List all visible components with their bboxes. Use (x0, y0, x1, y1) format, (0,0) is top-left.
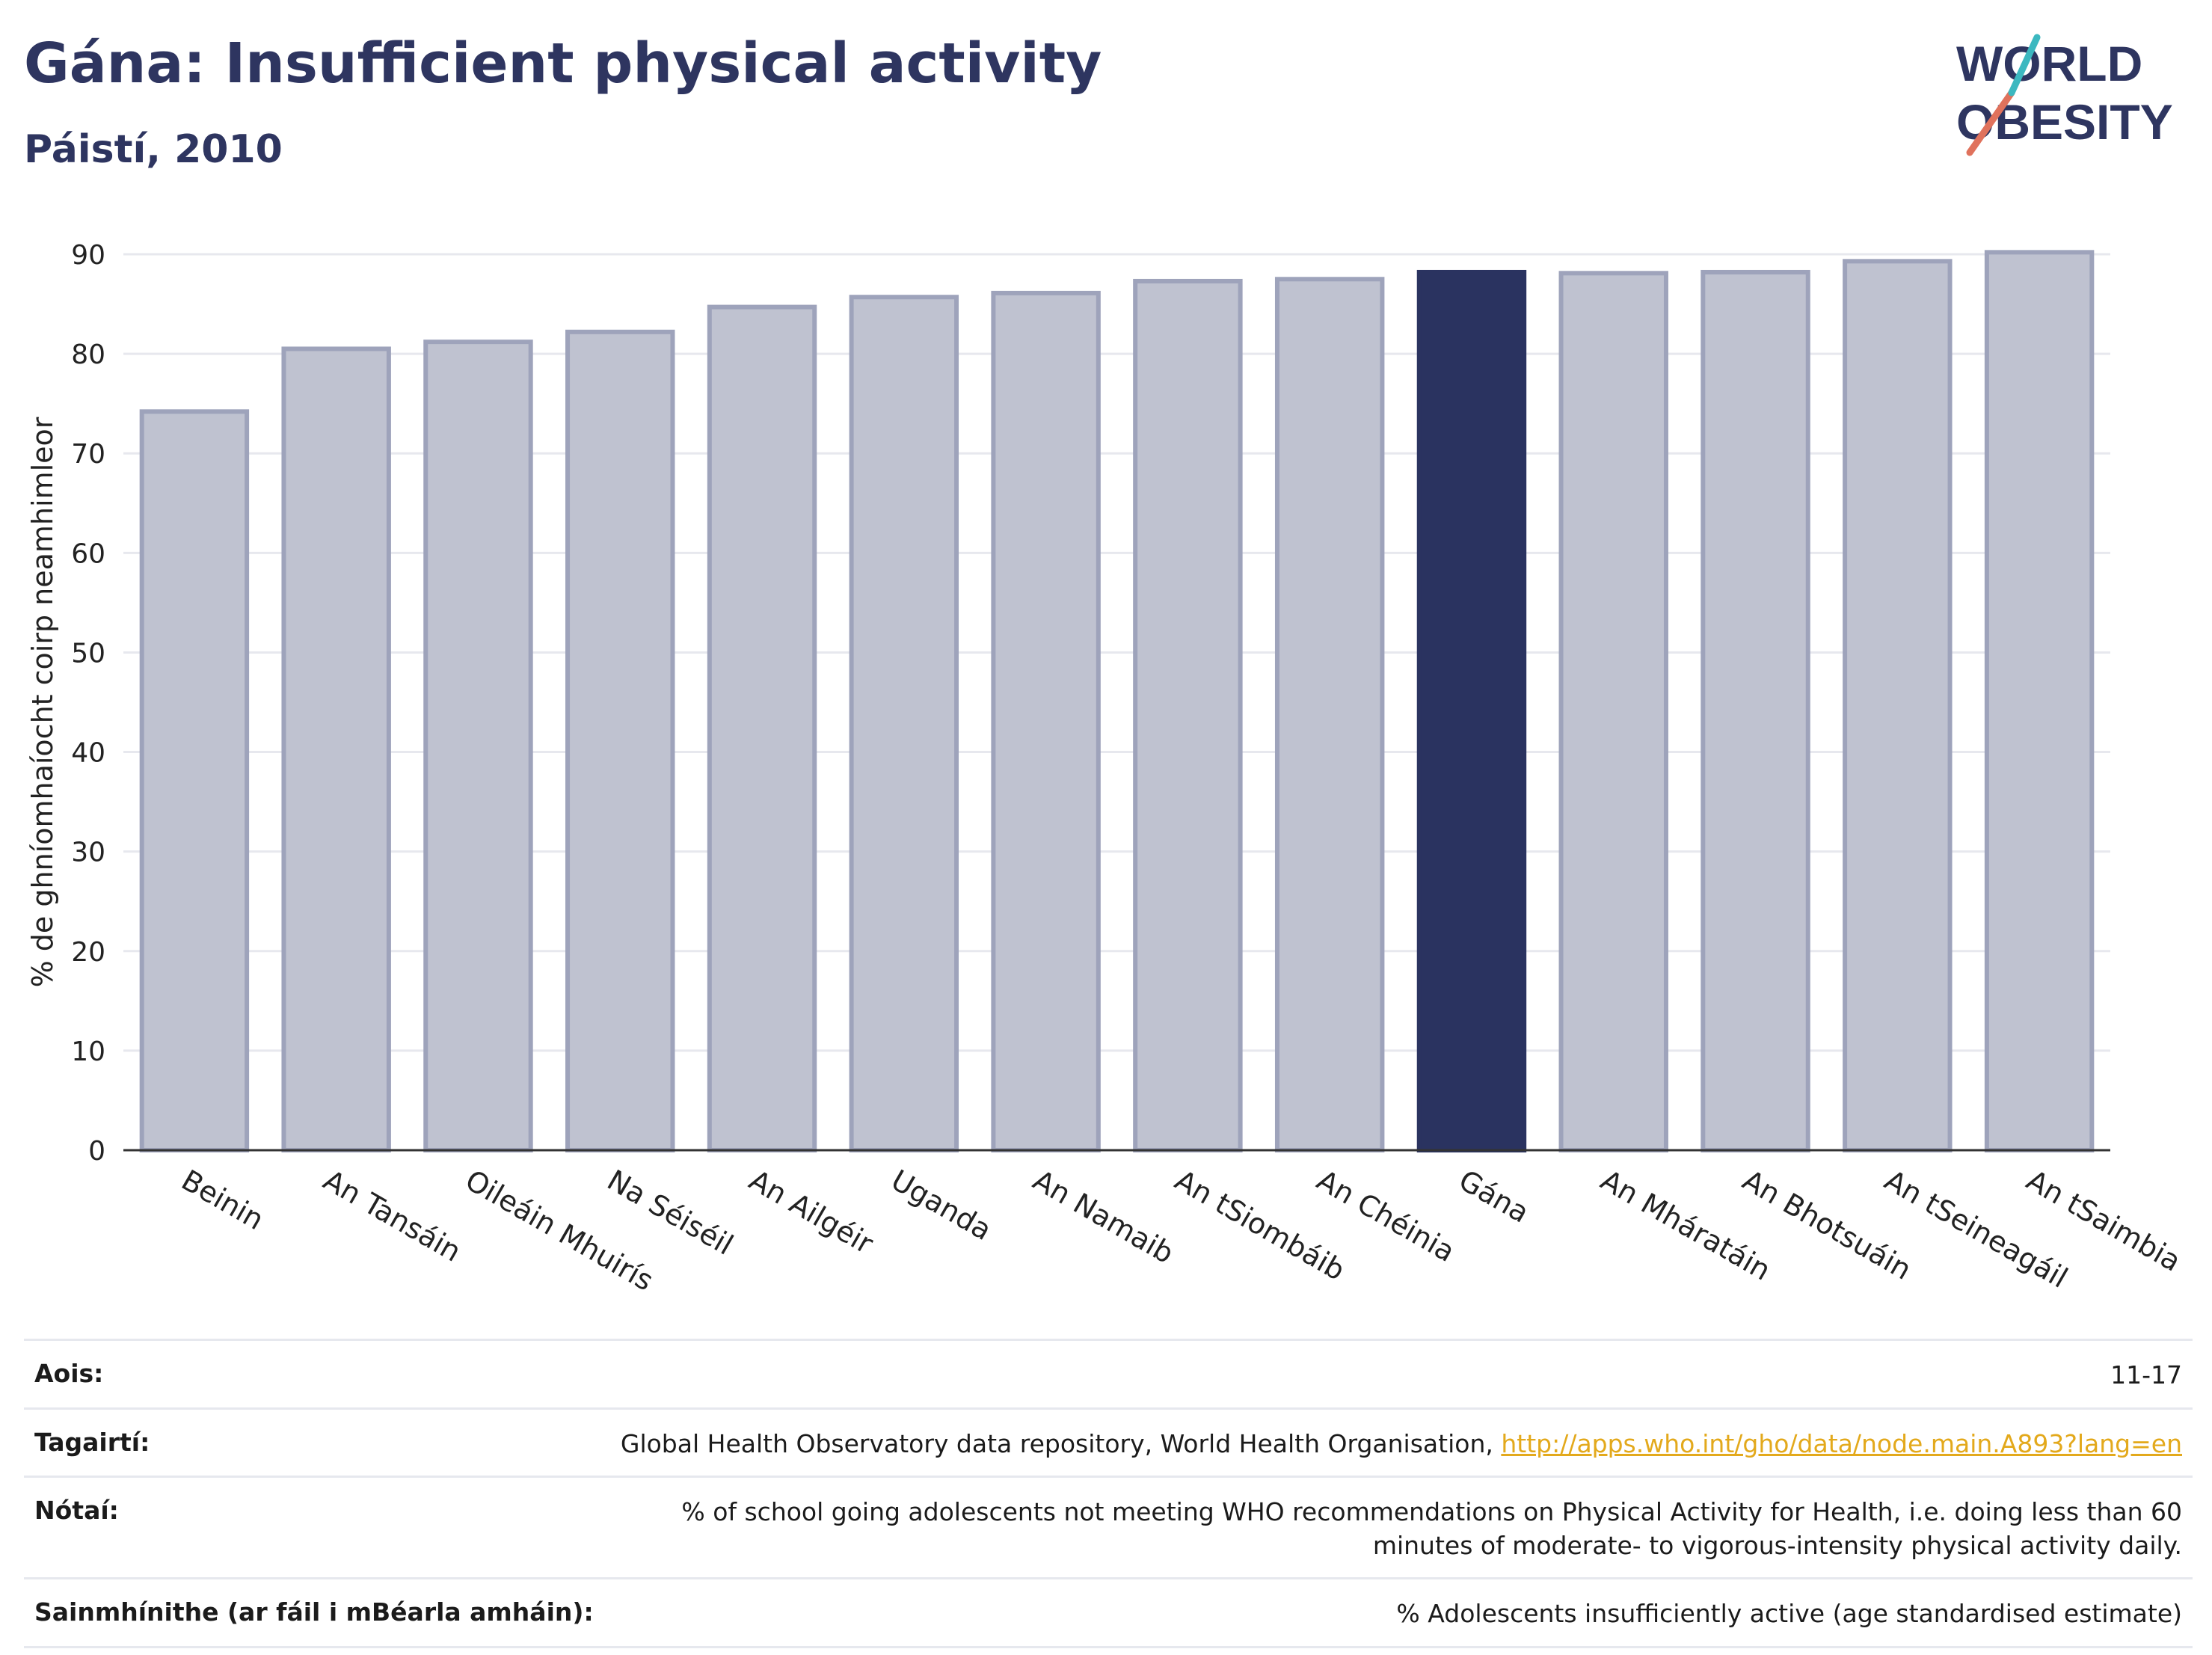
bar (281, 346, 391, 1152)
metadata-table: Aois: 11-17 Tagairtí: Global Health Obse… (24, 1339, 2193, 1648)
bar (1133, 278, 1243, 1153)
bar (139, 409, 250, 1152)
x-tick-label: Gána (1453, 1164, 1534, 1229)
meta-label: Nótaí: (34, 1496, 119, 1526)
meta-row-references: Tagairtí: Global Health Observatory data… (24, 1407, 2193, 1476)
svg-text:WORLD: WORLD (1956, 36, 2142, 91)
bar (1416, 269, 1527, 1153)
bar (1984, 250, 2095, 1153)
bar (1701, 269, 1810, 1153)
meta-value: % Adolescents insufficiently active (age… (1396, 1599, 2182, 1629)
meta-row-definitions: Sainmhínithe (ar fáil i mBéarla amháin):… (24, 1577, 2193, 1648)
x-tick-label: An Tansáin (318, 1164, 467, 1268)
meta-value: % of school going adolescents not meetin… (681, 1497, 2182, 1560)
y-tick-label: 30 (71, 838, 105, 868)
y-tick-label: 90 (71, 240, 105, 271)
x-tick-label: Uganda (885, 1164, 997, 1247)
bar (849, 295, 959, 1152)
y-tick-label: 0 (88, 1136, 105, 1167)
bar (565, 329, 675, 1152)
meta-value: Global Health Observatory data repositor… (621, 1428, 2182, 1461)
bar (423, 340, 533, 1152)
y-axis-label: % de ghníomhaíocht coirp neamhimleor (26, 417, 59, 987)
y-tick-label: 50 (71, 638, 105, 669)
y-tick-label: 40 (71, 738, 105, 769)
x-tick-label: Beinin (176, 1164, 269, 1236)
meta-row-age: Aois: 11-17 (24, 1339, 2193, 1407)
x-tick-label: An Namaib (1027, 1164, 1179, 1271)
y-tick-label: 70 (71, 439, 105, 470)
meta-label: Tagairtí: (34, 1427, 150, 1457)
x-tick-label: Na Séiséil (602, 1164, 739, 1262)
meta-row-notes: Nótaí: % of school going adolescents not… (24, 1476, 2193, 1577)
meta-value: 11-17 (2110, 1360, 2182, 1390)
y-tick-label: 10 (71, 1037, 105, 1067)
y-tick-label: 80 (71, 340, 105, 370)
bar-chart: 0 10 20 30 40 50 60 70 80 90 % de ghníomhaíocht co… (26, 240, 2187, 1298)
bar (1274, 277, 1385, 1152)
chart-subtitle: Páistí, 2010 (24, 127, 283, 172)
y-tick-label: 20 (71, 937, 105, 968)
bar (1558, 271, 1668, 1152)
x-tick-label: An Ailgéir (744, 1164, 879, 1261)
reference-link[interactable]: http://apps.who.int/gho/data/node.main.A… (1501, 1428, 2182, 1458)
chart-title: Gána: Insufficient physical activity (24, 31, 1102, 96)
bar (707, 304, 817, 1153)
meta-label: Aois: (34, 1359, 104, 1388)
reference-text: Global Health Observatory data repositor… (620, 1428, 1502, 1458)
bar (1843, 259, 1953, 1153)
y-tick-label: 60 (71, 538, 105, 569)
world-obesity-logo: WORLD OBESITY (1953, 27, 2193, 158)
meta-label: Sainmhínithe (ar fáil i mBéarla amháin): (34, 1597, 594, 1627)
bar (991, 290, 1101, 1152)
